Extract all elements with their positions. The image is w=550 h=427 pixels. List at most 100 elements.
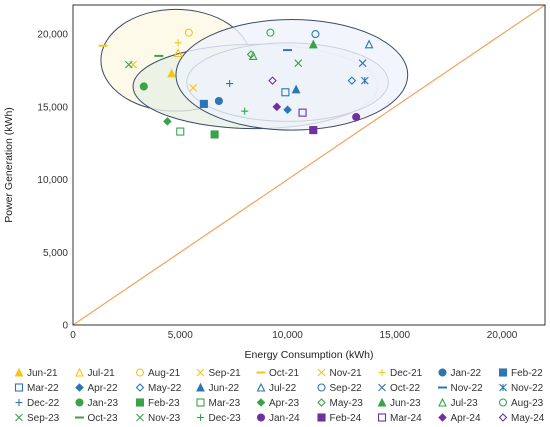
legend-label: Apr-23 [269,398,299,409]
point-nov-23-29 [294,59,303,68]
legend-label: Jun-21 [27,368,58,379]
legend-label: Nov-21 [330,368,363,379]
legend-marker-apr-24 [438,413,447,422]
x-tick-label: 5,000 [168,330,193,341]
legend-marker-jul-23 [438,397,447,407]
legend-marker-may-22 [135,383,145,392]
legend-marker-jun-23 [377,397,387,407]
legend-marker-jan-22 [438,368,447,377]
legend-label: Sep-23 [27,413,60,424]
y-tick-label: 10,000 [37,175,68,186]
legend-label: Sep-22 [330,383,363,394]
point-mar-22-9 [281,88,290,97]
reference-line [72,4,546,326]
legend-label: Nov-23 [148,413,181,424]
legend-marker-jun-21 [14,367,24,377]
legend-label: Feb-24 [330,413,362,424]
y-tick-label: 5,000 [43,248,68,259]
point-feb-22-8 [199,99,208,108]
legend-marker-sep-22 [317,383,326,392]
legend-label: Aug-23 [511,398,544,409]
x-axis-ticks: 0 5,000 10,000 15,000 20,000 [70,330,518,341]
legend-label: Apr-24 [451,413,481,424]
point-jul-23-25 [248,51,258,60]
legend-marker-jan-23 [75,398,84,407]
legend-marker-mar-24 [377,413,387,422]
legend-label: Mar-22 [27,383,59,394]
legend-label: Jan-22 [451,368,482,379]
legend-marker-dec-21 [378,369,386,376]
point-apr-23-22 [163,117,172,126]
point-sep-23-27 [124,60,133,69]
point-dec-23-30 [241,107,249,115]
point-nov-22-17 [360,76,369,85]
legend-marker-apr-23 [256,398,266,407]
cluster-ellipse-4 [175,19,409,131]
legend-marker-sep-21 [196,368,205,377]
legend-label: Mar-24 [390,413,422,424]
legend-label: May-23 [330,398,364,409]
legend-label: May-22 [148,383,182,394]
point-feb-24-32 [309,126,318,135]
legend-marker-oct-22 [378,383,386,392]
legend-marker-feb-23 [135,398,145,407]
legend-marker-dec-23 [197,414,204,421]
point-may-24-35 [268,76,277,85]
legend: Jun-21 Jul-21 Aug-21 Sep-21 Oct-21 Nov-21 Dec-… [14,367,545,424]
legend-label: Sep-21 [209,368,242,379]
legend-marker-jul-22 [256,382,266,392]
point-feb-23-20 [210,130,219,139]
x-axis-label: Energy Consumption (kWh) [245,349,374,361]
point-jun-23-24 [308,39,318,49]
legend-label: Nov-22 [511,383,544,394]
legend-marker-nov-23 [136,413,144,422]
x-tick-label: 15,000 [380,330,411,341]
legend-label: Jul-22 [269,383,297,394]
point-apr-22-10 [283,105,292,115]
point-dec-22-18 [226,80,234,88]
data-points [98,28,374,139]
plot-frame [72,4,546,326]
point-jun-22-12 [291,84,301,94]
legend-label: Jul-23 [451,398,479,409]
legend-marker-sep-23 [15,413,23,422]
legend-label: Mar-23 [209,398,241,409]
point-apr-24-34 [272,102,282,112]
x-tick-label: 20,000 [487,330,518,341]
point-jun-21-0 [167,68,177,78]
legend-marker-nov-21 [317,368,326,377]
legend-marker-dec-22 [15,399,23,406]
point-mar-23-21 [176,127,185,136]
point-jan-23-19 [139,82,148,91]
point-jul-21-1 [173,48,183,58]
point-sep-22-14 [311,30,320,39]
legend-marker-aug-23 [498,398,508,407]
legend-label: Dec-21 [390,368,423,379]
legend-label: Dec-22 [27,398,60,409]
legend-marker-jul-21 [75,367,84,377]
legend-label: Feb-23 [148,398,180,409]
legend-marker-may-24 [498,413,508,422]
legend-label: Apr-22 [88,383,118,394]
legend-marker-feb-22 [498,368,508,377]
point-nov-21-5 [189,84,198,92]
legend-label: May-24 [511,413,545,424]
legend-marker-nov-22 [499,383,507,392]
legend-label: Oct-23 [88,413,118,424]
point-oct-22-15 [358,59,367,68]
x-tick-label: 0 [70,330,76,341]
point-aug-23-26 [266,28,275,37]
legend-label: Oct-22 [390,383,420,394]
point-jan-24-31 [352,112,361,122]
legend-label: Jan-24 [269,413,300,424]
legend-label: Jul-21 [88,368,116,379]
legend-marker-jun-22 [196,382,205,392]
y-axis-label: Power Generation (kWh) [3,107,15,223]
legend-marker-mar-22 [14,383,24,392]
legend-label: Jan-23 [88,398,119,409]
cluster-ellipses [100,8,409,131]
point-mar-24-33 [298,108,307,117]
legend-label: Jun-22 [209,383,240,394]
legend-label: Oct-21 [269,368,299,379]
